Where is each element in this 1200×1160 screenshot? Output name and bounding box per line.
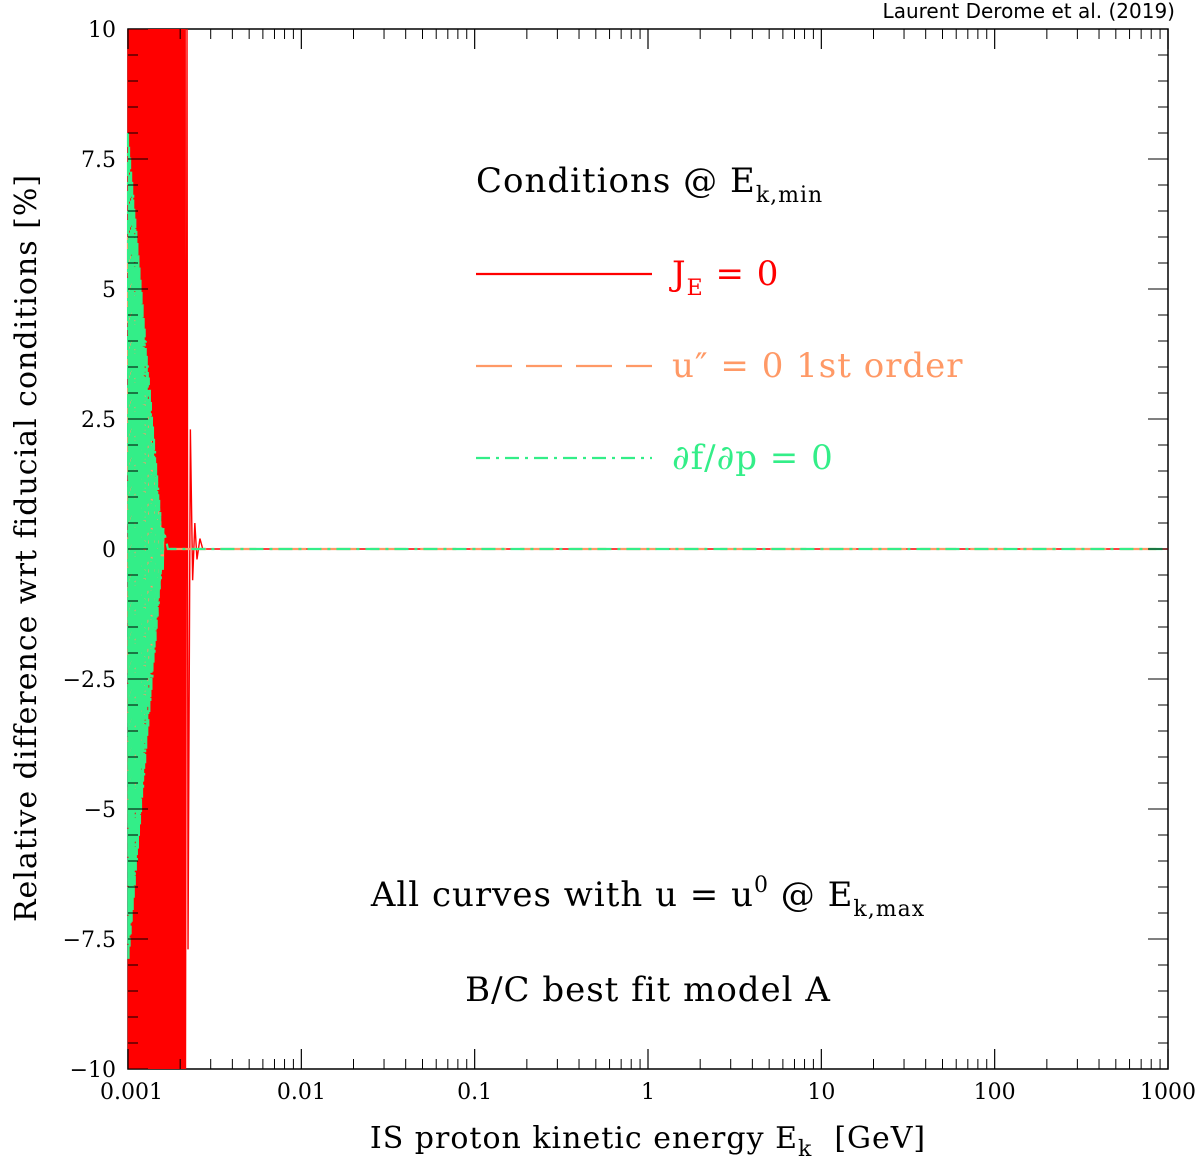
legend-title: Conditions @ Ek,min (476, 161, 823, 208)
x-axis-title-main: IS proton kinetic energy E (370, 1121, 798, 1156)
y-tick-label: −5 (84, 798, 116, 823)
series-line-2 (126, 236, 1168, 857)
annotation-2: B/C best fit model A (465, 970, 831, 1010)
legend-entries: JE = 0 u″ = 0 1st order ∂f/∂p = 0 (476, 254, 964, 478)
x-axis-title-unit: [GeV] (834, 1121, 926, 1156)
x-axis-title-sub: k (798, 1137, 812, 1160)
legend: Conditions @ Ek,min JE = 0 u″ = 0 1st ord… (476, 161, 964, 478)
legend-title-sub: k,min (756, 183, 823, 208)
annotations: All curves with u = u0 @ Ek,max B/C best… (370, 873, 925, 1010)
x-tick-label: 100 (974, 1080, 1016, 1105)
annotation-1: All curves with u = u0 @ Ek,max (370, 873, 925, 922)
x-tick-label: 0.01 (277, 1080, 326, 1105)
y-tick-label: 2.5 (81, 408, 116, 433)
x-tick-label: 1 (641, 1080, 655, 1105)
annotation-1-mid: @ E (769, 875, 853, 915)
axis-ticks (127, 28, 1169, 1070)
annotation-1-main: All curves with u = u (370, 875, 754, 915)
y-axis-labels: −10 −7.5 −5 −2.5 0 2.5 5 7.5 10 (63, 18, 116, 1083)
y-tick-label: 5 (102, 278, 116, 303)
x-axis-labels: 0.001 0.01 0.1 1 10 100 1000 (100, 1080, 1196, 1105)
y-tick-label: −10 (70, 1058, 116, 1083)
x-tick-label: 0.001 (100, 1080, 163, 1105)
x-tick-label: 10 (807, 1080, 835, 1105)
annotation-1-sup: 0 (754, 873, 769, 898)
series-line-3 (126, 132, 1168, 959)
y-tick-label: −7.5 (63, 928, 116, 953)
legend-label-3: ∂f/∂p = 0 (672, 438, 834, 478)
legend-label-1: JE = 0 (669, 254, 779, 301)
x-tick-label: 0.1 (457, 1080, 492, 1105)
y-tick-label: 7.5 (81, 148, 116, 173)
annotation-1-sub: k,max (853, 897, 925, 922)
x-axis-title: IS proton kinetic energy Ek [GeV] (370, 1121, 926, 1160)
y-axis-title: Relative difference wrt fiducial conditi… (9, 174, 44, 922)
credit-text: Laurent Derome et al. (2019) (883, 0, 1175, 23)
y-tick-label: 0 (102, 538, 116, 563)
plot-area (126, 28, 1169, 1070)
legend-label-2: u″ = 0 1st order (672, 346, 964, 386)
y-tick-label: −2.5 (63, 668, 116, 693)
x-tick-label: 1000 (1140, 1080, 1196, 1105)
y-tick-label: 10 (88, 18, 116, 43)
legend-title-main: Conditions @ E (476, 161, 756, 201)
